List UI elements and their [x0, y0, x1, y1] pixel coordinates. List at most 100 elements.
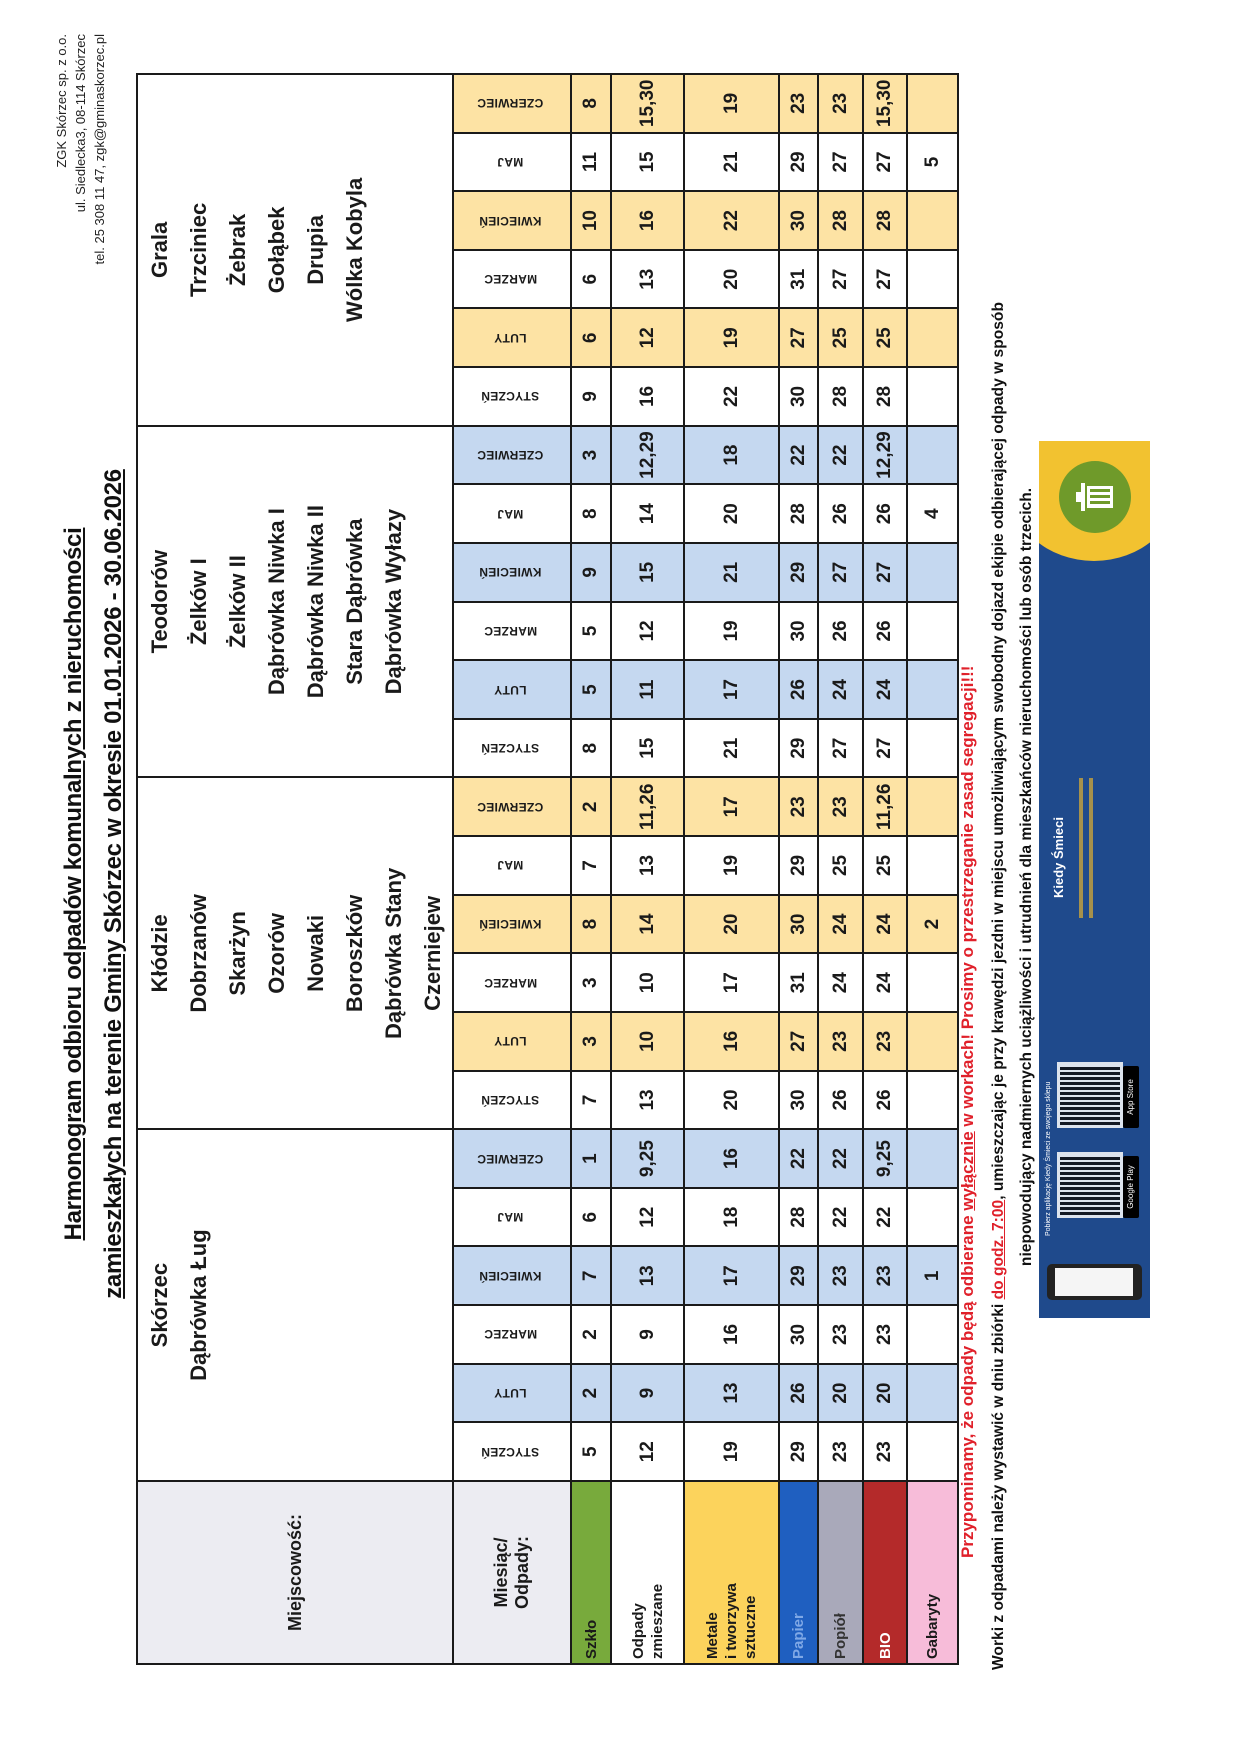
collection-day: 16 [611, 191, 684, 250]
collection-day [907, 425, 958, 485]
collection-day: 24 [818, 953, 863, 1012]
collection-day: 26 [818, 601, 863, 661]
locality-name: Wólka Kobyla [342, 177, 367, 322]
collection-day: 18 [684, 425, 779, 485]
collection-day: 13 [611, 249, 684, 309]
collection-day: 5 [571, 601, 611, 661]
collection-day: 30 [779, 894, 818, 954]
google-play-badge[interactable]: Google Play [1123, 1156, 1139, 1218]
collection-day: 3 [571, 1012, 611, 1071]
collection-day: 17 [684, 1246, 779, 1306]
locality-name: Nowaki [303, 914, 328, 992]
collection-day: 22 [684, 191, 779, 250]
collection-day: 23 [818, 777, 863, 837]
collection-day: 28 [779, 484, 818, 543]
collection-day: 20 [684, 1070, 779, 1130]
collection-day: 13 [611, 1070, 684, 1130]
collection-day: 20 [684, 249, 779, 309]
instructions-text-end: , umieszczając je przy krawędzi jezdni w… [990, 302, 1007, 1200]
collection-day: 24 [818, 660, 863, 719]
month-header: MAJ [453, 132, 571, 192]
reminder-emphasis: wyłącznie [958, 1131, 977, 1211]
reminder-notice: Przypominamy, że odpady będą odbierane w… [958, 666, 978, 1558]
instructions-line-2: niepowodujący nadmiernych uciążliwości i… [1018, 487, 1035, 1267]
month-header: LUTY [453, 308, 571, 368]
month-name: MAJ [497, 154, 524, 169]
collection-day: 5 [571, 660, 611, 719]
collection-day: 27 [863, 718, 907, 778]
collection-day: 24 [818, 894, 863, 954]
collection-day: 1 [907, 1246, 958, 1306]
waste-type-label: Popiół [818, 1481, 863, 1664]
collection-day: 12 [611, 1187, 684, 1247]
locality-label: Miejscowość: [137, 1481, 453, 1664]
app-tagline-graphic [1079, 778, 1083, 918]
collection-day: 27 [863, 249, 907, 309]
collection-day: 11 [611, 660, 684, 719]
locality-name: Kłódzie [147, 914, 172, 993]
collection-day [907, 1187, 958, 1247]
month-name: LUTY [494, 1386, 527, 1401]
collection-day: 5 [571, 1422, 611, 1481]
collection-day: 9 [611, 1363, 684, 1423]
collection-day: 22 [818, 1129, 863, 1188]
month-name: MAJ [497, 1210, 524, 1225]
month-header: MARZEC [453, 249, 571, 309]
collection-day: 11,26 [611, 777, 684, 837]
month-name: KWIECIEŃ [479, 565, 542, 580]
waste-type-label: Papier [779, 1481, 818, 1664]
collection-day: 25 [863, 308, 907, 368]
collection-day: 25 [863, 836, 907, 895]
collection-day: 23 [818, 1305, 863, 1364]
collection-day: 13 [684, 1363, 779, 1423]
locality-name: Dąbrówka Ług [186, 1229, 211, 1381]
collection-day: 30 [779, 191, 818, 250]
collection-day: 8 [571, 718, 611, 778]
collection-day: 29 [779, 718, 818, 778]
month-header: MARZEC [453, 1305, 571, 1364]
locality-name: Dobrzanów [186, 894, 211, 1013]
title-line-1: Harmonogram odbioru odpadów komunalnych … [60, 527, 87, 1241]
collection-day: 30 [779, 601, 818, 661]
collection-day: 29 [779, 1422, 818, 1481]
collection-day: 22 [779, 1129, 818, 1188]
collection-day: 12,29 [611, 425, 684, 485]
company-address: ul. Siedlecka3, 08-114 Skórzec [73, 34, 88, 213]
waste-row: Gabaryty 1 2 4 5 [907, 74, 958, 1664]
locality-group: Teodorów Żelków I Żelków II Dąbrówka Niwka … [137, 425, 453, 778]
company-contact: tel. 25 308 11 47, zgk@gminaskorzec.pl [92, 34, 107, 265]
locality-group: Grala Trzciniec Żebrak Gołąbek Drupia Wólka K… [137, 74, 453, 426]
collection-day [907, 718, 958, 778]
waste-type-label-line: Odpady [629, 1603, 647, 1659]
collection-day: 22 [818, 1187, 863, 1247]
month-name: CZERWIEC [477, 448, 544, 463]
collection-day: 21 [684, 718, 779, 778]
collection-day: 27 [818, 132, 863, 192]
collection-day: 23 [779, 777, 818, 837]
month-name: KWIECIEŃ [479, 213, 542, 228]
collection-day: 30 [779, 1070, 818, 1130]
locality-name: Trzciniec [186, 202, 211, 297]
collection-day: 2 [571, 777, 611, 837]
month-name: MARZEC [483, 272, 538, 287]
collection-day: 20 [684, 894, 779, 954]
waste-type-label: Szkło [571, 1481, 611, 1664]
month-name: LUTY [494, 682, 527, 697]
collection-day: 4 [907, 484, 958, 543]
app-store-badge[interactable]: App Store [1123, 1066, 1139, 1128]
month-header: LUTY [453, 1012, 571, 1071]
collection-day: 2 [907, 894, 958, 954]
collection-day: 29 [779, 132, 818, 192]
waste-type-label-line: i tworzywa [723, 1583, 740, 1659]
collection-day: 2 [571, 1363, 611, 1423]
collection-day: 26 [863, 601, 907, 661]
collection-day [907, 74, 958, 133]
collection-day: 20 [684, 484, 779, 543]
app-promo-banner: Pobierz aplikację Kiedy Śmieci ze swojeg… [1039, 441, 1150, 1318]
month-header-row: Miesiąc/Odpady: STYCZEŃ LUTY MARZEC KWIECIEŃ… [453, 74, 571, 1664]
collection-day: 21 [684, 543, 779, 602]
collection-day: 22 [863, 1187, 907, 1247]
collection-day [907, 1070, 958, 1130]
month-waste-label-line: Miesiąc/ [491, 1537, 511, 1608]
